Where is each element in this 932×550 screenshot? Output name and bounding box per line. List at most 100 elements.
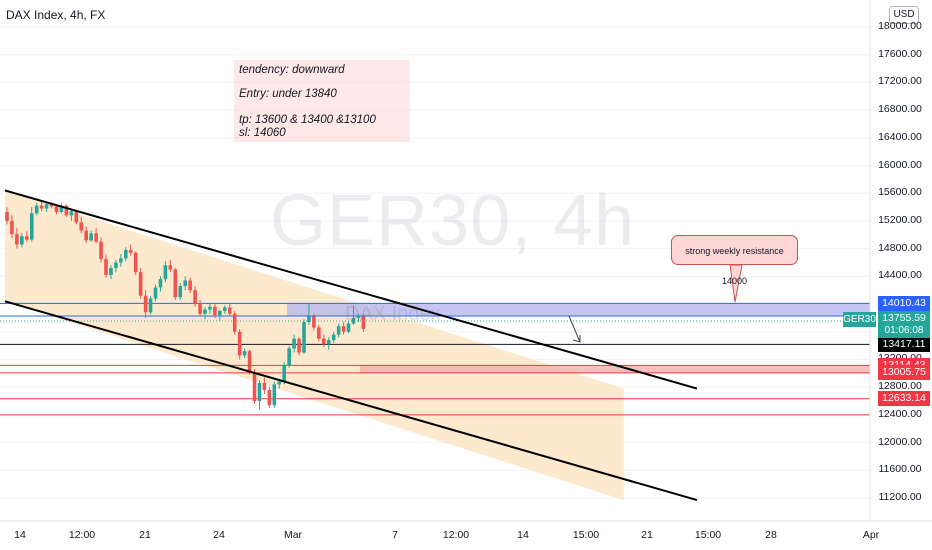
candle	[331, 331, 336, 343]
candle	[272, 381, 277, 408]
price-tick-label: 11600.00	[878, 463, 922, 476]
arrow-down-icon	[568, 315, 581, 343]
price-tick-label: 18000.00	[878, 20, 922, 32]
candle-body	[252, 371, 257, 402]
channel-upper-line	[4, 189, 698, 390]
candle-body	[227, 307, 232, 314]
candle-body	[203, 309, 207, 314]
candle-body	[272, 384, 277, 406]
candle-body	[267, 389, 272, 406]
candle-body	[49, 204, 54, 207]
candle	[114, 259, 118, 273]
candle	[168, 259, 173, 273]
candle-body	[79, 222, 84, 231]
candle-body	[163, 265, 168, 280]
candle-body	[336, 326, 341, 335]
candle	[287, 345, 291, 368]
candle-body	[247, 351, 252, 372]
candle-body	[257, 383, 262, 402]
candle-body	[54, 206, 59, 212]
candle	[173, 268, 178, 300]
note-line: tp: 13600 & 13400 &13100	[239, 114, 376, 126]
currency-button[interactable]: USD	[889, 6, 919, 24]
candle-body	[356, 316, 361, 318]
price-tick-label: 17600.00	[878, 47, 922, 60]
candle	[227, 304, 232, 317]
candle-body	[213, 306, 217, 316]
candle-body	[331, 334, 336, 341]
price-tick-label: 15600.00	[878, 186, 922, 199]
time-tick-label: Mar	[283, 529, 303, 541]
candle-body	[10, 220, 14, 235]
candle-body	[322, 338, 326, 345]
symbol-watermark: GER30, 4h	[270, 181, 636, 261]
candle-body	[361, 316, 366, 329]
candle	[188, 277, 192, 293]
current-price-value: 13755.59	[882, 312, 926, 324]
candle-body	[34, 205, 39, 214]
candle	[34, 202, 39, 216]
candle-body	[312, 316, 316, 328]
candle-body	[94, 233, 98, 242]
candle-body	[302, 322, 306, 353]
candle	[109, 265, 113, 280]
chart-title: DAX Index, 4h, FX	[6, 8, 106, 22]
candle	[148, 295, 153, 315]
candle	[317, 324, 321, 342]
trade-note[interactable]: tendency: downward Entry: under 13840 tp…	[234, 60, 410, 142]
candle	[79, 216, 84, 234]
candle	[237, 328, 242, 360]
candle	[326, 337, 331, 350]
candle-body	[44, 204, 49, 209]
candle	[356, 313, 361, 323]
candle	[124, 247, 128, 262]
channel-area	[5, 190, 624, 501]
time-tick-label: 15:00	[572, 529, 600, 541]
candle	[128, 244, 133, 256]
candle	[133, 251, 138, 275]
candle-body	[223, 307, 227, 311]
candle	[99, 237, 103, 263]
candle-body	[15, 234, 19, 245]
price-tick-label: 16000.00	[878, 158, 922, 171]
time-tick-label: 28	[765, 529, 777, 541]
time-tick-label: 14	[517, 529, 529, 541]
current-price-tag: 13755.59 01:06:08	[878, 311, 930, 338]
candle	[208, 304, 212, 314]
candle-body	[307, 316, 311, 323]
candle	[213, 304, 217, 318]
candle	[15, 227, 19, 249]
candle	[336, 323, 341, 338]
note-line: tendency: downward	[239, 64, 345, 76]
time-tick-label: 14	[14, 529, 26, 541]
price-levels	[0, 302, 870, 416]
candle-body	[25, 236, 29, 240]
candle-body	[232, 313, 237, 332]
candle	[183, 276, 187, 291]
price-tick-label: 16400.00	[878, 130, 922, 143]
candle	[252, 369, 257, 404]
candle	[64, 204, 69, 217]
candle	[158, 276, 163, 292]
level-price-tag: 13417.11	[878, 336, 930, 352]
candle	[94, 227, 98, 244]
candle	[69, 209, 74, 221]
candle-body	[188, 280, 192, 291]
candle	[25, 231, 29, 242]
note-line: sl: 14060	[239, 127, 286, 139]
candle	[163, 261, 168, 282]
candle-body	[153, 287, 158, 299]
candle	[257, 380, 262, 410]
candle-body	[128, 250, 133, 253]
resistance-callout[interactable]: strong weekly resistance 14000	[671, 235, 798, 286]
candle-body	[138, 272, 143, 296]
candle	[223, 305, 227, 314]
candle-body	[292, 338, 296, 349]
candle	[322, 334, 326, 348]
candle	[39, 201, 44, 212]
candle-body	[341, 326, 346, 332]
channel-lines	[4, 189, 698, 502]
candle	[153, 284, 158, 302]
candle	[104, 254, 108, 278]
